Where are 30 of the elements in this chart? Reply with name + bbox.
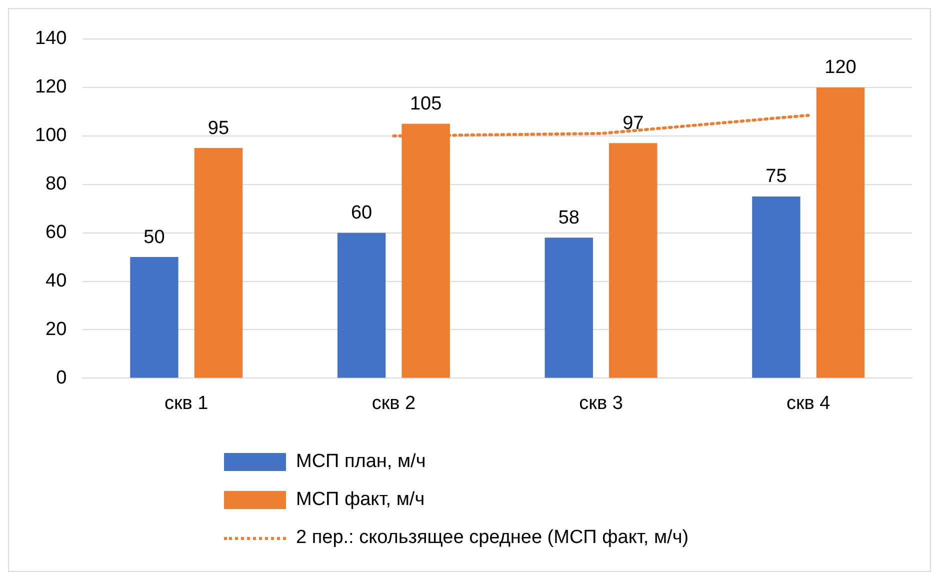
data-label: 58: [558, 207, 580, 228]
legend-label: 2 пер.: скользящее среднее (МСП факт, м/ч): [296, 527, 689, 549]
data-label: 60: [350, 202, 372, 224]
y-tick-label: 120: [35, 76, 67, 98]
y-tick-label: 60: [46, 222, 67, 244]
y-tick-label: 100: [35, 125, 67, 146]
legend-label: МСП план, м/ч: [296, 451, 426, 473]
y-tick-label: 140: [35, 28, 67, 50]
bar: [752, 196, 800, 378]
y-tick-label: 80: [46, 174, 67, 195]
x-tick-label: скв 3: [579, 392, 623, 414]
data-label: 50: [144, 226, 165, 248]
data-label: 97: [622, 112, 644, 134]
bar: [609, 143, 658, 378]
data-label: 95: [208, 118, 230, 139]
bar: [130, 257, 178, 378]
y-tick-label: 40: [46, 270, 67, 292]
x-tick-label: скв 1: [164, 392, 208, 414]
bar: [816, 87, 865, 378]
bar: [194, 148, 243, 378]
y-tick-label: 0: [56, 367, 67, 388]
y-tick-label: 20: [46, 318, 67, 340]
data-label: 75: [766, 166, 787, 188]
bar: [337, 232, 386, 378]
bar: [544, 238, 593, 378]
data-label: 120: [824, 57, 856, 78]
data-label: 105: [410, 94, 442, 115]
legend-label: МСП факт, м/ч: [296, 489, 425, 511]
x-tick-label: скв 2: [372, 392, 416, 414]
x-tick-label: скв 4: [786, 392, 831, 414]
